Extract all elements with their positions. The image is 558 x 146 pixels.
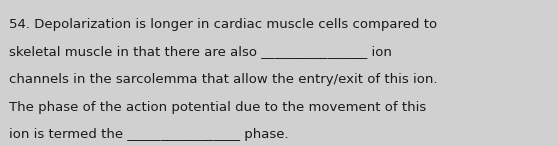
Text: channels in the sarcolemma that allow the entry/exit of this ion.: channels in the sarcolemma that allow th… <box>9 73 437 86</box>
Text: 54. Depolarization is longer in cardiac muscle cells compared to: 54. Depolarization is longer in cardiac … <box>9 18 437 31</box>
Text: The phase of the action potential due to the movement of this: The phase of the action potential due to… <box>9 101 426 114</box>
Text: ion is termed the _________________ phase.: ion is termed the _________________ phas… <box>9 128 288 141</box>
Text: skeletal muscle in that there are also ________________ ion: skeletal muscle in that there are also _… <box>9 45 392 58</box>
